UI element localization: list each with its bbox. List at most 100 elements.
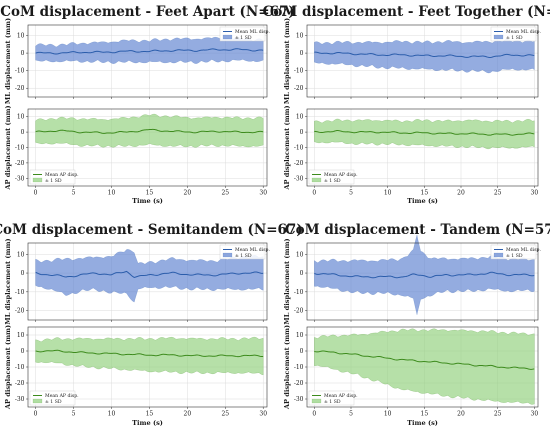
legend: Mean ML disp.± 1 SD — [219, 26, 271, 42]
x-tick-label: 0 — [34, 411, 38, 418]
sd-band — [35, 36, 264, 64]
chart-2: CoM displacement - Semitandem (N=67) -20 -… — [0, 222, 303, 427]
x-tick-label: 30 — [259, 190, 267, 197]
y-tick-label: -10 — [294, 145, 304, 152]
legend-band-swatch — [493, 34, 504, 40]
x-tick-label: 15 — [146, 190, 154, 197]
legend-label: Mean AP disp. — [45, 393, 79, 399]
legend-band-swatch — [222, 34, 233, 40]
y-axis-label: ML displacement (mm) — [4, 238, 12, 324]
legend-label: ± 1 SD — [235, 35, 252, 41]
y-tick-label: -30 — [15, 396, 25, 403]
legend-label: Mean AP disp. — [324, 172, 358, 178]
y-axis-label: ML displacement (mm) — [283, 238, 291, 324]
x-tick-label: 25 — [221, 190, 229, 197]
x-axis-label: Time (s) — [407, 419, 438, 427]
x-tick-label: 0 — [312, 190, 316, 197]
x-tick-label: 5 — [349, 411, 353, 418]
legend: Mean AP disp.± 1 SD — [29, 169, 79, 185]
y-tick-label: 0 — [21, 270, 25, 277]
y-axis-label: ML displacement (mm) — [4, 18, 12, 104]
mean-line — [35, 270, 264, 278]
y-tick-label: -30 — [294, 175, 304, 182]
y-axis-label: AP displacement (mm) — [4, 325, 12, 410]
legend-label: ± 1 SD — [324, 178, 341, 184]
legend: Mean AP disp.± 1 SD — [29, 390, 79, 406]
plot-frame — [27, 24, 268, 98]
y-tick-label: 0 — [300, 348, 304, 355]
plot-frame — [306, 242, 539, 321]
y-tick-label: 10 — [17, 332, 25, 339]
mean-line — [35, 349, 264, 358]
sd-band — [35, 249, 264, 303]
y-tick-label: -20 — [294, 308, 304, 315]
chart-title: CoM displacement - Tandem (N=57) — [285, 222, 550, 238]
legend-label: Mean ML disp. — [235, 29, 271, 35]
mean-line — [314, 271, 535, 279]
y-tick-label: -20 — [294, 380, 304, 387]
x-tick-label: 25 — [221, 411, 229, 418]
legend-label: ± 1 SD — [506, 253, 523, 259]
x-tick-label: 10 — [384, 411, 392, 418]
x-tick-label: 5 — [72, 411, 76, 418]
sd-band — [35, 113, 264, 148]
y-tick-label: -20 — [15, 380, 25, 387]
ap-panel: -30 -20 -10 0 10 0 5 10 15 20 25 30 AP displacement … — [283, 105, 538, 196]
y-tick-label: -20 — [15, 85, 25, 92]
y-tick-label: 0 — [300, 129, 304, 136]
y-tick-label: -30 — [294, 396, 304, 403]
y-axis-label: ML displacement (mm) — [283, 18, 291, 104]
legend-label: ± 1 SD — [506, 35, 523, 41]
y-tick-label: 10 — [17, 114, 25, 121]
sd-band — [314, 118, 535, 150]
x-tick-label: 10 — [384, 190, 392, 197]
y-tick-label: 0 — [300, 270, 304, 277]
x-tick-label: 0 — [34, 190, 38, 197]
plot-frame — [27, 242, 268, 321]
ap-panel: -30 -20 -10 0 10 0 5 10 15 20 25 30 AP displacement … — [4, 325, 268, 418]
chart-0: CoM displacement - Feet Apart (N=67)-20-… — [0, 4, 295, 205]
mean-line — [35, 48, 264, 55]
x-tick-label: 20 — [184, 190, 192, 197]
y-tick-label: -10 — [294, 68, 304, 75]
y-tick-label: 0 — [21, 129, 25, 136]
y-tick-label: -10 — [15, 68, 25, 75]
y-axis-label: AP displacement (mm) — [283, 105, 291, 190]
x-tick-label: 25 — [494, 190, 502, 197]
y-tick-label: 10 — [296, 114, 304, 121]
chart-title: CoM displacement - Semitandem (N=67) — [0, 222, 303, 238]
legend: Mean ML disp.± 1 SD — [219, 244, 271, 260]
y-tick-label: -10 — [294, 364, 304, 371]
y-tick-label: 0 — [21, 348, 25, 355]
legend-band-swatch — [222, 252, 233, 258]
mean-line — [35, 128, 264, 134]
chart-1: CoM displacement - Feet Together (N=67)-… — [263, 4, 550, 205]
x-tick-label: 20 — [457, 411, 465, 418]
legend-band-swatch — [311, 177, 322, 183]
legend-label: Mean ML disp. — [235, 247, 271, 253]
legend: Mean AP disp.± 1 SD — [308, 390, 358, 406]
x-tick-label: 30 — [531, 411, 539, 418]
y-tick-label: 10 — [296, 33, 304, 40]
legend-label: ± 1 SD — [324, 399, 341, 405]
y-tick-label: 10 — [296, 251, 304, 258]
legend-label: ± 1 SD — [45, 178, 62, 184]
x-tick-label: 10 — [108, 190, 116, 197]
ap-panel: -30 -20 -10 0 10 0 5 10 15 20 25 30 AP displacement … — [4, 105, 268, 197]
y-tick-label: -10 — [294, 289, 304, 296]
y-tick-label: 10 — [296, 332, 304, 339]
legend-label: Mean AP disp. — [45, 172, 79, 178]
x-tick-label: 0 — [312, 411, 316, 418]
ml-panel: -20 -10 0 10 ML displacement (mm) Mean ML dis… — [4, 18, 271, 104]
mean-line — [314, 51, 535, 59]
y-tick-label: -10 — [15, 364, 25, 371]
x-tick-label: 5 — [72, 190, 76, 197]
x-tick-label: 15 — [421, 411, 429, 418]
x-tick-label: 10 — [108, 411, 116, 418]
ml-panel: -20 -10 0 10 ML displacement (mm) Mean ML dis… — [283, 18, 542, 104]
sd-band — [35, 336, 264, 376]
x-tick-label: 5 — [349, 190, 353, 197]
y-tick-label: 0 — [300, 50, 304, 57]
legend-label: Mean AP disp. — [324, 393, 358, 399]
